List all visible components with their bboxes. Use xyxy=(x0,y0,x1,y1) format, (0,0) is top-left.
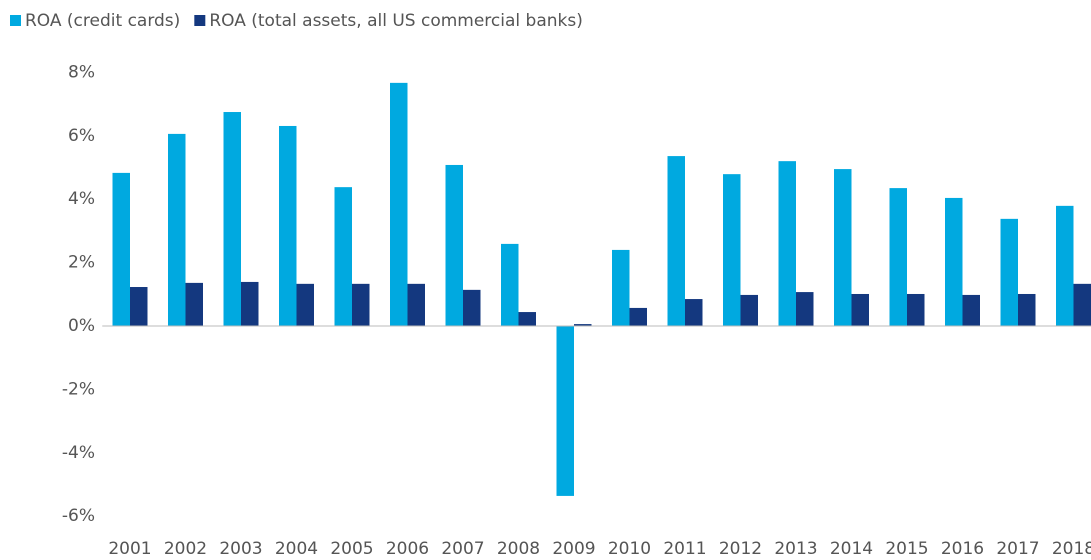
bar xyxy=(130,287,148,326)
y-tick-label: 2% xyxy=(68,253,95,273)
legend-label: ROA (credit cards) xyxy=(25,11,180,31)
x-tick-label: 2018 xyxy=(1052,539,1091,559)
bar xyxy=(740,294,758,326)
bar xyxy=(112,172,130,326)
bar xyxy=(352,283,370,326)
bar xyxy=(962,294,980,326)
bar xyxy=(241,281,259,326)
legend-swatch xyxy=(10,15,21,26)
bar xyxy=(723,174,741,326)
bar xyxy=(796,292,814,326)
bar xyxy=(889,188,907,326)
x-tick-label: 2016 xyxy=(941,539,984,559)
bar xyxy=(463,289,481,326)
bar xyxy=(168,133,186,326)
x-tick-label: 2001 xyxy=(108,539,151,559)
bar xyxy=(185,282,203,326)
bar xyxy=(1000,218,1018,326)
bar xyxy=(296,283,314,326)
bar xyxy=(407,283,425,326)
x-tick-label: 2002 xyxy=(164,539,207,559)
bar xyxy=(1018,293,1036,326)
bar xyxy=(778,161,796,326)
bar xyxy=(1056,205,1074,326)
legend-swatch xyxy=(194,15,206,26)
bar xyxy=(501,243,519,326)
x-tick-label: 2009 xyxy=(552,539,595,559)
x-tick-label: 2017 xyxy=(996,539,1039,559)
y-tick-label: 8% xyxy=(68,62,95,82)
x-tick-label: 2008 xyxy=(497,539,540,559)
bar xyxy=(667,156,685,326)
y-tick-label: 6% xyxy=(68,126,95,146)
bar xyxy=(390,82,408,327)
y-tick-label: -6% xyxy=(62,506,95,526)
bar xyxy=(445,164,463,326)
bar xyxy=(851,293,869,326)
x-tick-label: 2006 xyxy=(386,539,429,559)
bar xyxy=(574,324,592,326)
bar xyxy=(629,307,647,326)
x-tick-label: 2010 xyxy=(608,539,651,559)
x-tick-label: 2013 xyxy=(774,539,817,559)
x-tick-label: 2011 xyxy=(663,539,706,559)
bar xyxy=(907,293,925,326)
bar xyxy=(1073,283,1091,326)
bar xyxy=(518,312,536,326)
y-tick-label: 0% xyxy=(68,316,95,336)
y-tick-label: -4% xyxy=(62,443,95,463)
bar xyxy=(612,249,630,326)
y-tick-label: 4% xyxy=(68,189,95,209)
x-tick-label: 2012 xyxy=(719,539,762,559)
x-tick-label: 2005 xyxy=(330,539,373,559)
legend-label: ROA (total assets, all US commercial ban… xyxy=(209,11,583,31)
x-tick-label: 2007 xyxy=(441,539,484,559)
bar xyxy=(834,169,852,326)
bar xyxy=(223,112,241,327)
x-tick-label: 2015 xyxy=(885,539,928,559)
x-tick-label: 2014 xyxy=(830,539,873,559)
x-tick-label: 2004 xyxy=(275,539,318,559)
bar xyxy=(685,299,703,326)
bar xyxy=(556,326,574,496)
bar xyxy=(945,197,963,326)
bar xyxy=(279,125,297,327)
x-tick-label: 2003 xyxy=(219,539,262,559)
bar xyxy=(334,187,352,326)
y-tick-label: -2% xyxy=(62,379,95,399)
